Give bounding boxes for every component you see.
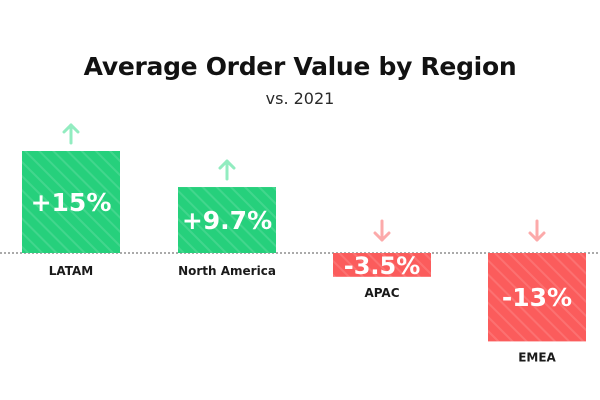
bar-value-label: +9.7% [182,206,272,235]
category-label: EMEA [518,350,556,364]
arrow-down-icon [528,219,546,242]
category-label: North America [178,264,276,278]
bar-stripe-overlay [333,253,431,277]
bar-stripe-overlay [488,253,586,342]
chart-title: Average Order Value by Region [83,52,517,81]
arrow-up-icon [218,159,236,181]
bar-value-label: +15% [31,188,112,217]
chart-subtitle: vs. 2021 [265,89,335,108]
bar-stripe-overlay [22,151,120,253]
category-label: APAC [364,286,399,300]
category-label: LATAM [49,264,93,278]
arrow-up-icon [62,123,80,145]
arrow-down-icon [373,219,391,242]
bar-value-label: -13% [502,283,572,312]
bar-value-label: -3.5% [344,252,421,280]
bar-stripe-overlay [178,187,276,253]
